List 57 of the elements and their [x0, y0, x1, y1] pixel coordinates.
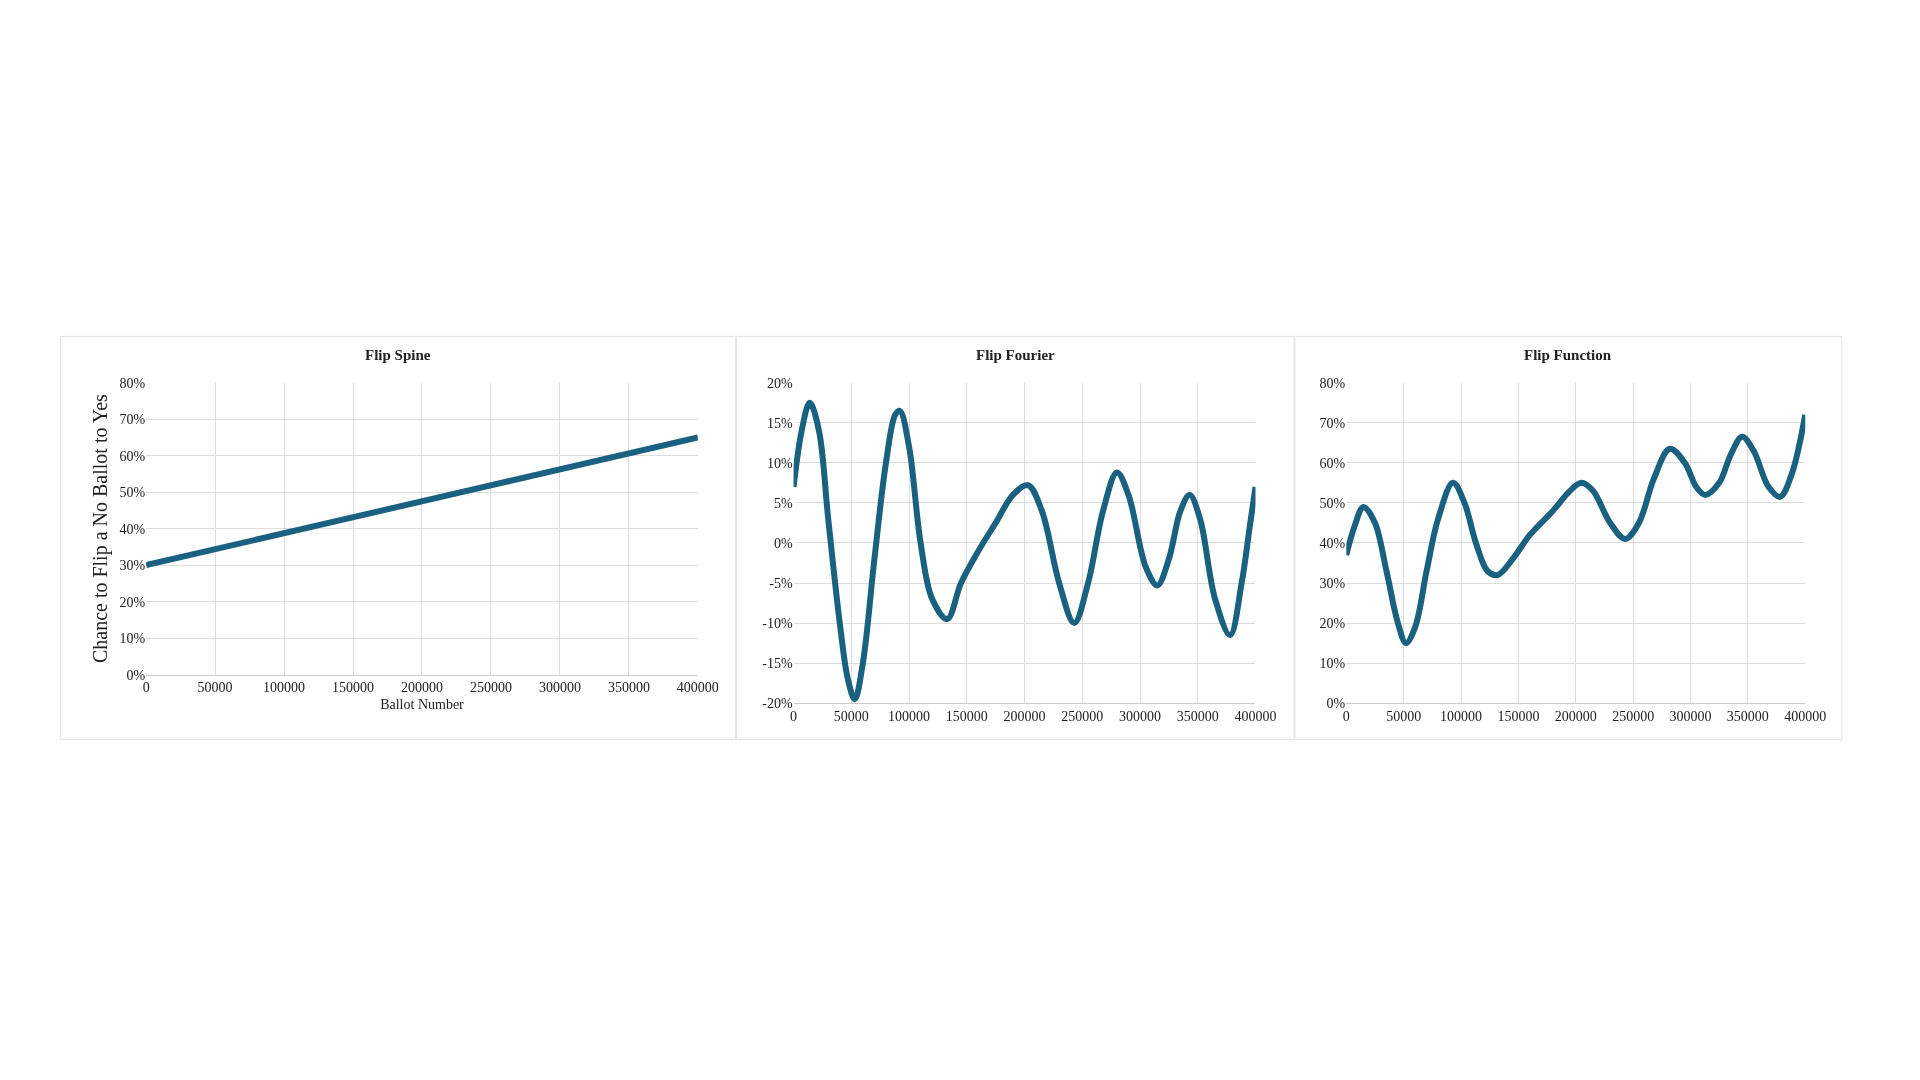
x-tick-label: 150000: [1497, 708, 1540, 724]
x-tick-label: 100000: [888, 708, 931, 724]
x-tick-label: 350000: [607, 680, 650, 696]
y-tick-label: 20%: [1319, 615, 1346, 631]
x-tick-label: 50000: [833, 708, 869, 724]
x-tick-label: 200000: [400, 680, 443, 696]
x-tick-label: 300000: [538, 680, 581, 696]
y-tick-label: 20%: [766, 375, 793, 391]
y-tick-label: 50%: [1319, 495, 1346, 511]
x-tick-label: 300000: [1119, 708, 1162, 724]
x-tick-label: 150000: [945, 708, 988, 724]
y-tick-label: 50%: [119, 485, 146, 501]
y-axis-title: Chance to Flip a No Ballot to Yes: [88, 393, 112, 664]
y-tick-label: 30%: [119, 558, 146, 574]
y-tick-label: 40%: [1319, 535, 1346, 551]
x-tick-label: 0: [790, 708, 798, 724]
x-tick-label: 300000: [1669, 708, 1712, 724]
x-tick-label: 350000: [1726, 708, 1769, 724]
y-tick-label: 10%: [1319, 656, 1346, 672]
y-tick-label: 70%: [1319, 415, 1346, 431]
y-tick-label: 60%: [1319, 455, 1346, 471]
x-axis-title: Ballot Number: [380, 696, 465, 712]
x-tick-label: 250000: [1061, 708, 1104, 724]
y-tick-label: 60%: [119, 448, 146, 464]
x-tick-label: 350000: [1176, 708, 1219, 724]
x-tick-label: 150000: [332, 680, 375, 696]
x-tick-label: 50000: [1386, 708, 1422, 724]
y-tick-label: 0%: [126, 667, 146, 683]
y-tick-label: -20%: [762, 696, 793, 712]
y-tick-label: 40%: [119, 521, 146, 537]
y-tick-label: -5%: [769, 575, 793, 591]
chart-title: Flip Function: [1524, 347, 1612, 363]
chart-title: Flip Fourier: [976, 347, 1056, 363]
x-tick-label: 200000: [1003, 708, 1046, 724]
y-tick-label: 0%: [773, 535, 793, 551]
y-tick-label: -10%: [762, 615, 793, 631]
x-tick-label: 400000: [1784, 708, 1827, 724]
y-tick-label: 5%: [773, 495, 793, 511]
x-tick-label: 100000: [1440, 708, 1483, 724]
x-tick-label: 250000: [469, 680, 512, 696]
x-tick-label: 400000: [676, 680, 719, 696]
x-tick-label: 250000: [1612, 708, 1655, 724]
y-tick-label: -15%: [762, 656, 793, 672]
x-tick-label: 200000: [1554, 708, 1597, 724]
x-tick-label: 50000: [197, 680, 233, 696]
chart-title: Flip Spine: [365, 347, 431, 363]
y-tick-label: 20%: [119, 594, 146, 610]
y-tick-label: 15%: [766, 415, 793, 431]
y-tick-label: 80%: [1319, 375, 1346, 391]
y-tick-label: 30%: [1319, 575, 1346, 591]
y-tick-label: 10%: [119, 631, 146, 647]
x-tick-label: 0: [142, 680, 150, 696]
y-tick-label: 70%: [119, 412, 146, 428]
y-tick-label: 80%: [119, 375, 146, 391]
x-tick-label: 100000: [263, 680, 306, 696]
y-tick-label: 10%: [766, 455, 793, 471]
x-tick-label: 400000: [1234, 708, 1277, 724]
